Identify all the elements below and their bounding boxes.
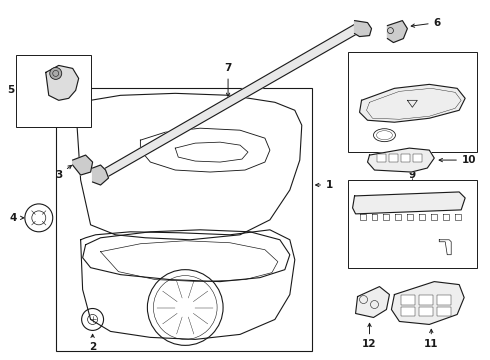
Polygon shape	[368, 148, 434, 172]
Polygon shape	[392, 282, 464, 324]
Bar	[401, 294, 416, 305]
Text: 1: 1	[316, 180, 333, 190]
Text: 6: 6	[411, 18, 441, 28]
Polygon shape	[93, 165, 108, 185]
Bar	[16, 55, 91, 127]
Polygon shape	[356, 287, 390, 318]
Bar	[419, 306, 433, 316]
Text: 2: 2	[89, 334, 96, 352]
Bar	[437, 294, 451, 305]
Bar	[401, 154, 410, 162]
Polygon shape	[46, 66, 78, 100]
Bar	[401, 306, 416, 316]
Text: 8: 8	[409, 55, 416, 66]
Text: 5: 5	[7, 85, 15, 95]
Polygon shape	[355, 21, 371, 37]
Text: 4: 4	[9, 213, 24, 223]
Circle shape	[50, 67, 62, 80]
Bar	[437, 306, 451, 316]
Polygon shape	[73, 155, 93, 175]
Bar	[347, 180, 477, 268]
Polygon shape	[388, 21, 407, 42]
Polygon shape	[98, 23, 358, 182]
Text: 3: 3	[55, 165, 72, 180]
Text: 9: 9	[409, 170, 416, 180]
Bar	[390, 154, 398, 162]
Text: 10: 10	[439, 155, 476, 165]
Text: 12: 12	[362, 323, 377, 349]
Bar	[56, 88, 312, 351]
Bar	[414, 154, 422, 162]
Polygon shape	[360, 84, 465, 122]
Text: 11: 11	[424, 329, 439, 349]
Bar	[377, 154, 387, 162]
Bar	[347, 53, 477, 152]
Polygon shape	[353, 192, 465, 214]
Text: 7: 7	[224, 63, 232, 96]
Bar	[419, 294, 433, 305]
